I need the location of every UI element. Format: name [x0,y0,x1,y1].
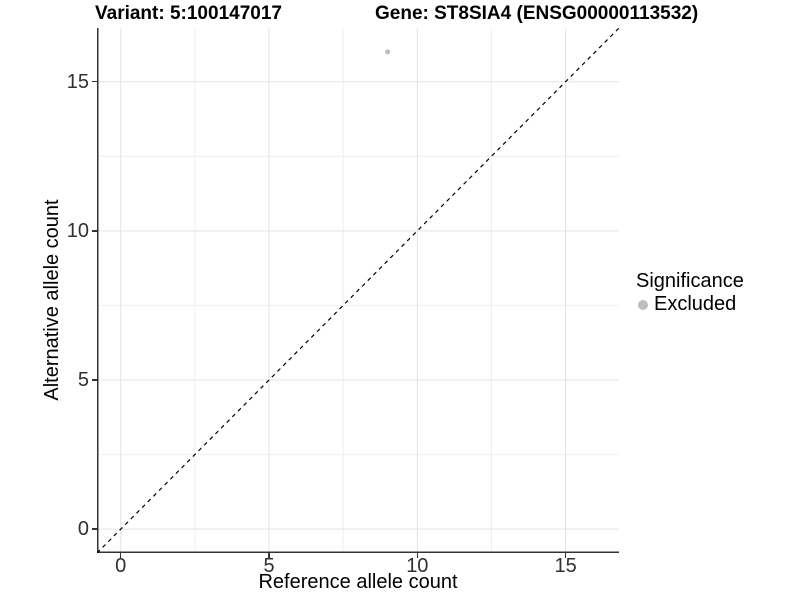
legend-title: Significance [636,270,744,292]
data-point [385,49,391,55]
y-tick-mark [92,80,97,83]
x-tick-label: 0 [115,555,127,577]
x-tick-mark [564,553,567,558]
y-tick-mark [92,379,97,381]
y-tick-label: 5 [77,368,89,391]
plot-canvas [97,28,619,553]
y-tick-label: 0 [77,518,89,541]
x-tick-label: 5 [263,555,275,577]
legend-item-excluded: Excluded [636,294,744,315]
y-tick-mark [92,230,97,232]
y-tick-mark [92,528,97,530]
x-tick-mark [119,553,122,558]
excluded-marker-icon [638,299,648,310]
variant-title: Variant: 5:100147017 [95,3,282,24]
identity-dashed-line [97,28,619,553]
x-tick-label: 10 [406,555,429,577]
y-tick-label: 15 [66,70,89,93]
x-axis-title: Reference allele count [258,571,458,593]
x-tick-mark [416,553,419,558]
x-tick-label: 15 [554,555,577,577]
legend-item-label: Excluded [654,293,737,315]
legend: Significance Excluded [636,271,744,315]
plot-panel [97,28,619,553]
x-tick-mark [268,553,270,558]
y-tick-label: 10 [66,219,89,242]
gene-title: Gene: ST8SIA4 (ENSG00000113532) [375,3,699,24]
